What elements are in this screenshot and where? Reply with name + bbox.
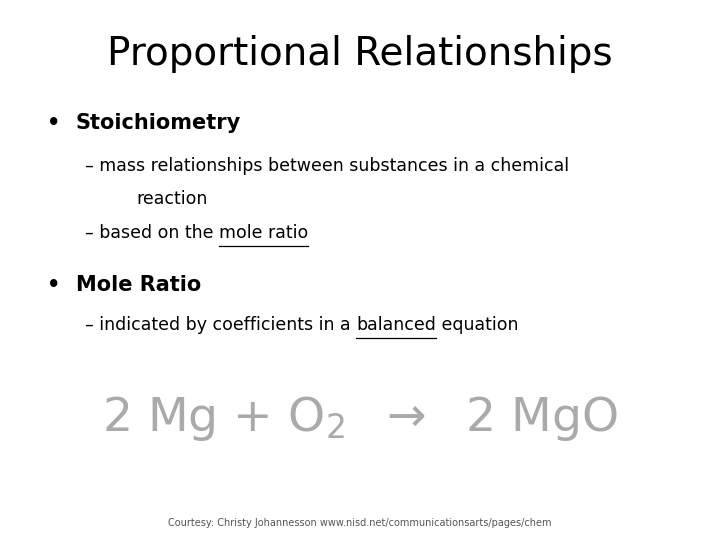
Text: •: • <box>47 275 60 295</box>
Text: balanced: balanced <box>356 316 436 334</box>
Text: 2 Mg + O$_2$  $\rightarrow$  2 MgO: 2 Mg + O$_2$ $\rightarrow$ 2 MgO <box>102 394 618 443</box>
Text: Courtesy: Christy Johannesson www.nisd.net/communicationsarts/pages/chem: Courtesy: Christy Johannesson www.nisd.n… <box>168 518 552 528</box>
Text: – mass relationships between substances in a chemical: – mass relationships between substances … <box>85 157 569 174</box>
Text: •: • <box>47 113 60 133</box>
Text: – indicated by coefficients in a: – indicated by coefficients in a <box>85 316 356 334</box>
Text: Proportional Relationships: Proportional Relationships <box>107 35 613 73</box>
Text: Mole Ratio: Mole Ratio <box>76 275 201 295</box>
Text: mole ratio: mole ratio <box>219 224 308 242</box>
Text: – based on the: – based on the <box>85 224 219 242</box>
Text: reaction: reaction <box>137 190 208 208</box>
Text: Stoichiometry: Stoichiometry <box>76 113 241 133</box>
Text: equation: equation <box>436 316 518 334</box>
